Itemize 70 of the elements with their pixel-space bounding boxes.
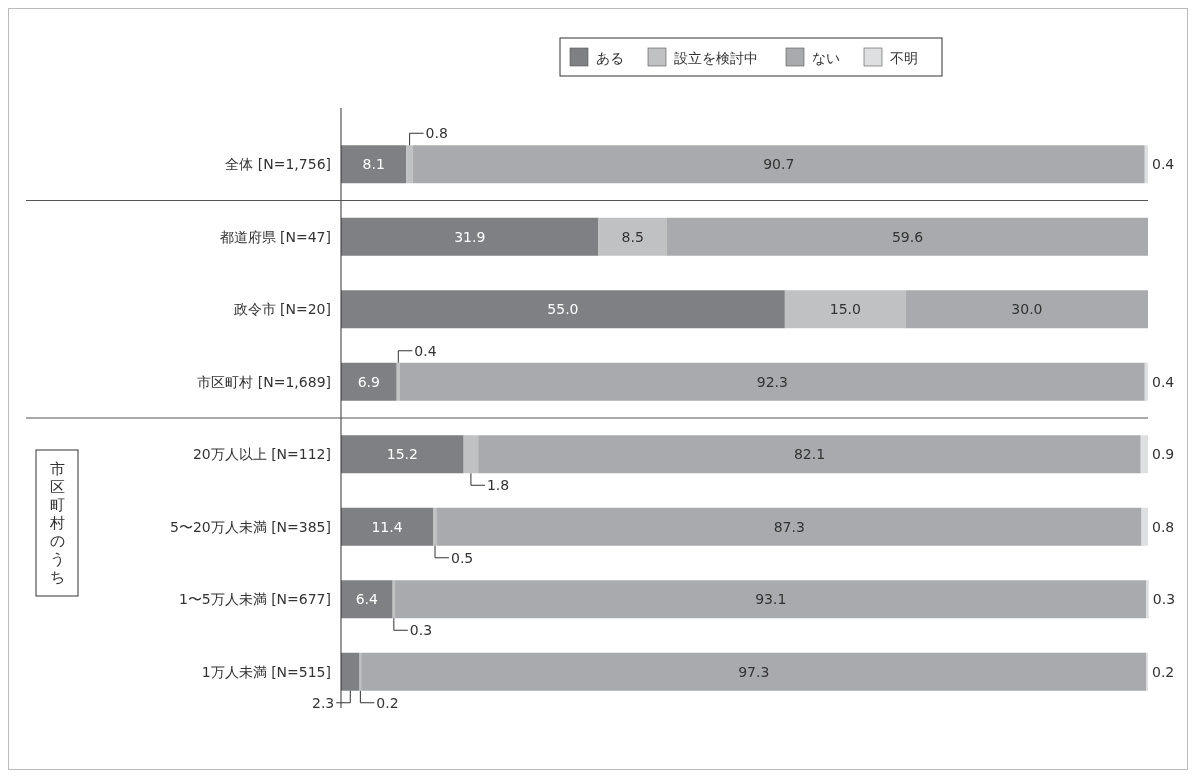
legend-label: ない [812, 50, 840, 66]
data-label: 15.0 [829, 301, 861, 318]
bar [667, 217, 1148, 256]
bar [396, 362, 400, 401]
bar [1141, 507, 1148, 546]
data-label: 0.2 [1152, 663, 1175, 680]
data-label: 1.8 [486, 477, 510, 494]
y-tick-label: 都道府県 [N=47] [219, 228, 331, 245]
y-tick-label: 全体 [N=1,756] [225, 156, 331, 173]
legend-label: 設立を検討中 [674, 50, 758, 66]
y-tick-label: 5〜20万人未満 [N=385] [169, 518, 331, 535]
data-label: 0.2 [376, 694, 399, 711]
y-tick-label: 20万人以上 [N=112] [192, 446, 331, 463]
data-label: 0.8 [1152, 518, 1175, 535]
bar [1144, 145, 1148, 184]
data-label: 6.4 [355, 591, 379, 608]
text: 市区町村のうち [48, 460, 65, 586]
legend-label: ある [596, 50, 624, 66]
bar [361, 652, 1147, 691]
bar [412, 145, 1145, 184]
data-label: 31.9 [454, 228, 486, 245]
data-label: 55.0 [547, 301, 579, 318]
bar [598, 217, 668, 256]
bar [784, 290, 906, 329]
bar [433, 507, 438, 546]
bar [1144, 362, 1148, 401]
bar [1146, 580, 1149, 619]
data-label: 82.1 [793, 446, 826, 463]
bar [341, 652, 360, 691]
bar [341, 145, 407, 184]
data-label: 0.9 [1152, 446, 1175, 463]
data-label: 87.3 [773, 518, 805, 535]
bar [1140, 435, 1148, 474]
y-tick-label: 市区町村 [N=1,689] [197, 373, 331, 390]
data-label: 59.6 [891, 228, 924, 245]
data-label: 6.9 [357, 373, 380, 390]
data-label: 8.1 [362, 156, 385, 173]
data-label: 30.0 [1011, 301, 1043, 318]
bar [341, 290, 785, 329]
data-label: 0.3 [1152, 591, 1176, 608]
bar [399, 362, 1145, 401]
bar [341, 507, 433, 546]
y-tick-label: 1万人未満 [N=515] [201, 663, 331, 680]
bar [341, 362, 397, 401]
data-label: 0.4 [1152, 373, 1175, 390]
data-label: 90.7 [763, 156, 795, 173]
bar [395, 580, 1147, 619]
data-label: 15.2 [386, 446, 418, 463]
bar [478, 435, 1141, 474]
data-label: 92.3 [756, 373, 788, 390]
bar [463, 435, 479, 474]
bar [406, 145, 413, 184]
data-label: 2.3 [312, 694, 335, 711]
bar [341, 217, 599, 256]
y-tick-label: 1〜5万人未満 [N=677] [178, 591, 331, 608]
data-label: 0.8 [425, 125, 448, 142]
bar [341, 580, 393, 619]
data-label: 8.5 [621, 228, 644, 245]
y-tick-label: 政令市 [N=20] [233, 301, 331, 318]
bar [341, 435, 464, 474]
data-label: 0.4 [414, 342, 437, 359]
data-label: 0.5 [451, 549, 474, 566]
bar [905, 290, 1148, 329]
data-label: 97.3 [738, 663, 770, 680]
bar [437, 507, 1142, 546]
data-label: 0.4 [1152, 156, 1175, 173]
data-label: 11.4 [371, 518, 403, 535]
data-label: 93.1 [755, 591, 787, 608]
legend-label: 不明 [890, 50, 918, 66]
data-label: 0.3 [409, 622, 433, 639]
